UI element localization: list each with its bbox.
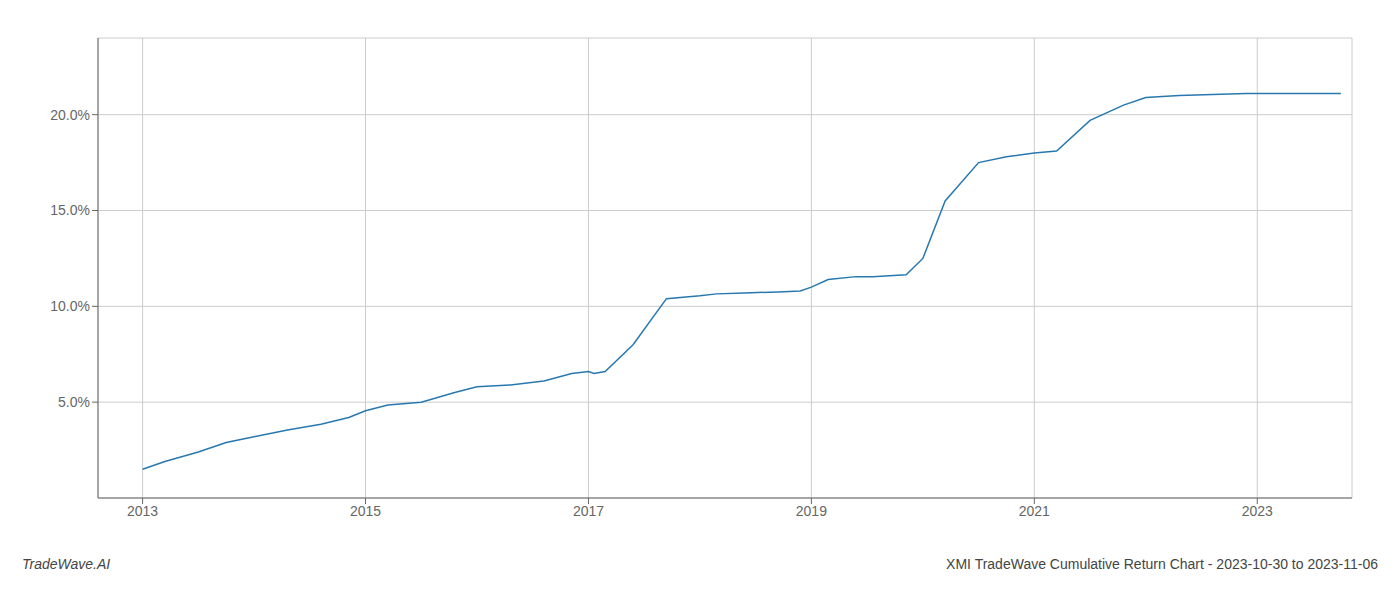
svg-text:5.0%: 5.0% <box>58 394 90 410</box>
svg-text:2023: 2023 <box>1242 503 1273 519</box>
svg-text:2013: 2013 <box>127 503 158 519</box>
svg-text:2021: 2021 <box>1019 503 1050 519</box>
svg-text:2019: 2019 <box>796 503 827 519</box>
html-text:XMI TradeWave Cumulative Retur: XMI TradeWave Cumulative Return Chart - … <box>946 556 1378 572</box>
svg-text:10.0%: 10.0% <box>50 298 90 314</box>
svg-text:20.0%: 20.0% <box>50 107 90 123</box>
svg-text:2015: 2015 <box>350 503 381 519</box>
html-text:TradeWave.AI: TradeWave.AI <box>22 556 111 572</box>
svg-text:2017: 2017 <box>573 503 604 519</box>
svg-text:15.0%: 15.0% <box>50 202 90 218</box>
